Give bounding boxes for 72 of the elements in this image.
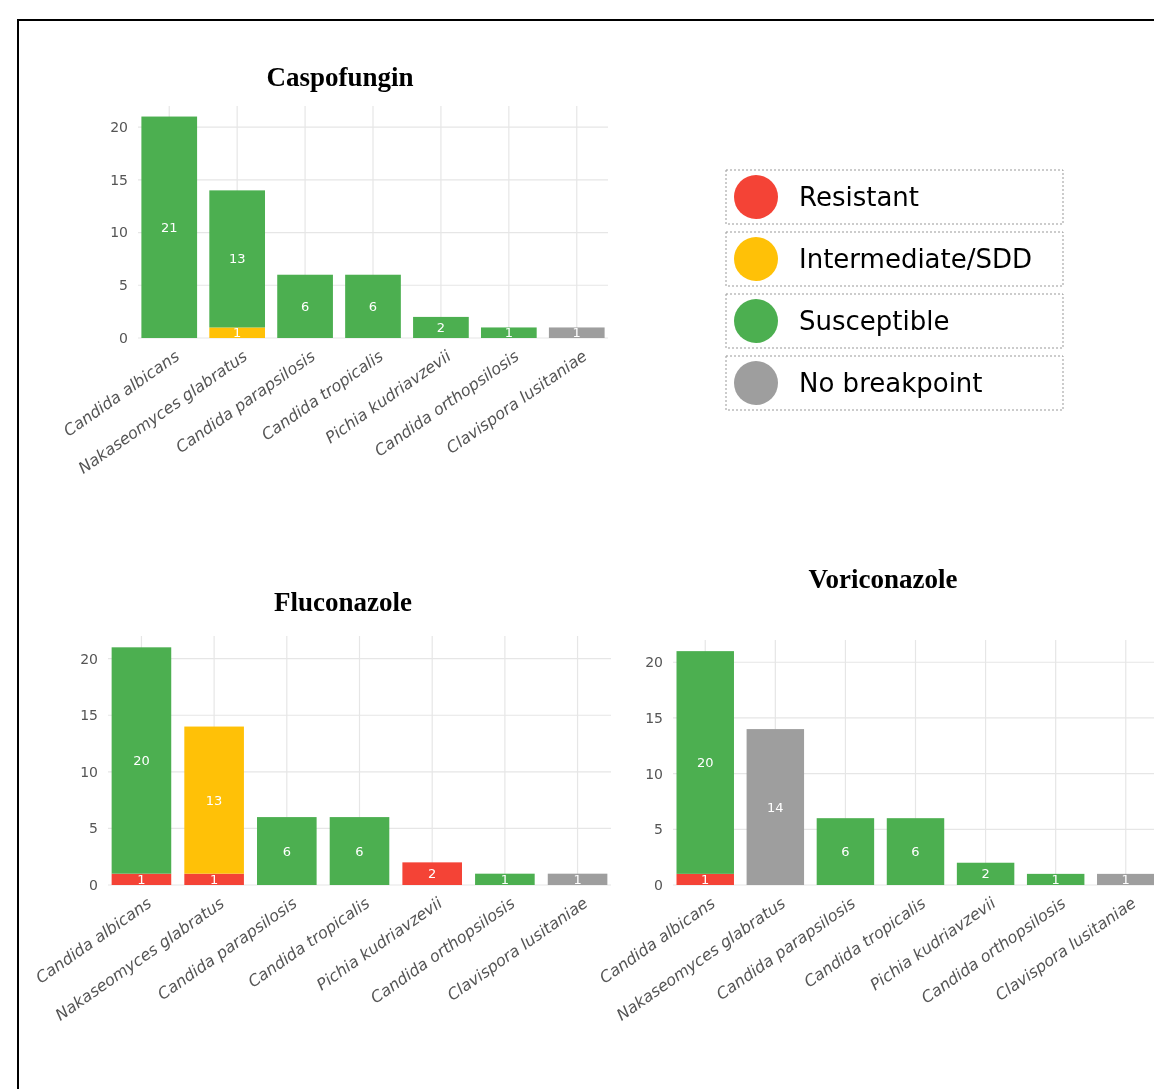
data-label: 6 [841, 844, 850, 860]
y-tick-label: 10 [110, 224, 128, 241]
y-tick-label: 0 [119, 329, 128, 346]
y-tick-label: 5 [119, 277, 128, 294]
data-label: 21 [160, 219, 178, 235]
data-label: 13 [205, 792, 223, 808]
legend-label: Intermediate/SDD [799, 244, 1033, 275]
data-label: 2 [981, 866, 990, 882]
y-tick-label: 0 [89, 876, 98, 893]
data-label: 1 [1051, 871, 1060, 887]
data-label: 6 [911, 844, 920, 860]
data-label: 1 [209, 871, 219, 887]
y-tick-label: 15 [645, 709, 663, 726]
bar [480, 327, 537, 338]
bar [886, 818, 945, 885]
y-tick-label: 20 [645, 654, 663, 671]
bar [257, 817, 317, 885]
bar [1026, 873, 1085, 885]
bar [1097, 873, 1154, 885]
y-tick-label: 15 [80, 707, 98, 724]
chart-title: Fluconazole [274, 587, 412, 617]
bar [209, 327, 266, 338]
bar [111, 873, 172, 885]
data-label: 6 [368, 298, 378, 314]
bar [413, 316, 469, 338]
bar [816, 818, 875, 885]
bar [111, 647, 172, 874]
bar [402, 862, 462, 885]
bar [141, 116, 198, 338]
y-tick-label: 5 [654, 821, 663, 838]
legend-label: No breakpoint [799, 368, 983, 399]
y-tick-label: 20 [80, 650, 98, 667]
data-label: 1 [137, 871, 146, 887]
legend-label: Resistant [799, 182, 920, 213]
bar [547, 873, 608, 885]
y-tick-label: 15 [110, 171, 128, 188]
data-label: 1 [504, 325, 513, 341]
legend-label: Susceptible [799, 306, 950, 337]
data-label: 1 [1121, 871, 1130, 887]
bar [746, 729, 805, 885]
bar [548, 327, 605, 338]
data-label: 1 [572, 325, 581, 341]
y-tick-label: 5 [89, 820, 98, 837]
y-tick-label: 20 [110, 118, 128, 135]
bar [209, 190, 266, 328]
bar [956, 862, 1015, 885]
data-label: 13 [228, 251, 246, 267]
bar [475, 873, 535, 885]
y-tick-label: 0 [654, 876, 663, 893]
data-label: 1 [233, 325, 242, 341]
y-tick-label: 10 [645, 765, 663, 782]
data-label: 6 [355, 843, 364, 859]
data-label: 20 [133, 753, 150, 769]
bar [676, 651, 734, 874]
bar [676, 873, 734, 885]
data-label: 1 [573, 871, 582, 887]
data-label: 1 [500, 871, 510, 887]
data-label: 14 [767, 799, 784, 815]
data-label: 6 [300, 298, 310, 314]
y-tick-label: 10 [80, 763, 98, 780]
chart-title: Voriconazole [808, 564, 958, 594]
bar [184, 873, 244, 885]
bar [329, 817, 390, 885]
data-label: 20 [696, 755, 714, 771]
bar [184, 726, 244, 874]
data-label: 1 [701, 871, 710, 887]
data-label: 2 [428, 866, 437, 882]
bar [345, 274, 401, 338]
bar [277, 274, 333, 338]
data-label: 6 [282, 843, 291, 859]
data-label: 2 [436, 320, 446, 335]
chart-title: Caspofungin [266, 62, 414, 92]
